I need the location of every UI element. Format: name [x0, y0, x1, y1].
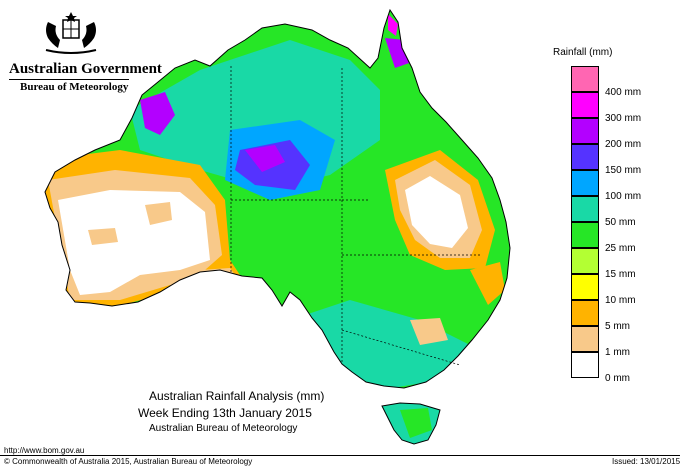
legend-swatch	[571, 352, 599, 378]
rain-band-300mm-cape-york	[388, 14, 398, 36]
legend-label: 200 mm	[605, 139, 642, 150]
legend-label: 150 mm	[605, 165, 642, 176]
legend-label: 5 mm	[605, 321, 630, 332]
legend-swatch	[571, 118, 599, 144]
mainland-coastline	[44, 8, 511, 389]
tasmania-coastline	[381, 402, 441, 445]
rain-patch-1mm-wa-west	[88, 228, 118, 245]
legend-label: 1 mm	[605, 347, 630, 358]
legend-title: Rainfall (mm)	[553, 47, 613, 58]
legend-swatch	[571, 170, 599, 196]
website-link[interactable]: http://www.bom.gov.au	[4, 446, 85, 455]
copyright-text: © Commonwealth of Australia 2015, Austra…	[4, 457, 253, 466]
legend-label: 300 mm	[605, 113, 642, 124]
issued-date: Issued: 13/01/2015	[612, 457, 680, 466]
legend-label: 0 mm	[605, 373, 630, 384]
header-divider	[9, 79, 129, 80]
rain-patch-1mm-victoria	[410, 318, 448, 345]
rain-band-0mm-queensland	[405, 176, 468, 248]
rain-band-200mm-central	[245, 145, 285, 172]
state-borders	[230, 66, 480, 366]
rain-patch-1mm-wa-interior	[145, 202, 172, 225]
map-title: Australian Rainfall Analysis (mm)	[149, 389, 325, 403]
legend-swatch	[571, 248, 599, 274]
agency-name: Bureau of Meteorology	[20, 81, 129, 93]
legend-swatch	[571, 144, 599, 170]
legend-label: 25 mm	[605, 243, 636, 254]
legend-swatch	[571, 222, 599, 248]
footer-divider	[0, 455, 680, 456]
legend-label: 100 mm	[605, 191, 642, 202]
rain-band-200mm-kimberley	[140, 92, 175, 135]
map-source: Australian Bureau of Meteorology	[149, 423, 298, 434]
map-period: Week Ending 13th January 2015	[138, 406, 312, 420]
coat-of-arms-logo	[45, 12, 97, 54]
legend-swatch	[571, 300, 599, 326]
legend-swatch	[571, 274, 599, 300]
legend-label: 50 mm	[605, 217, 636, 228]
legend-swatch	[571, 92, 599, 118]
legend-swatch	[571, 326, 599, 352]
nsw-vic-border	[341, 329, 461, 366]
legend-label: 400 mm	[605, 87, 642, 98]
legend-swatch	[571, 196, 599, 222]
legend-label: 10 mm	[605, 295, 636, 306]
government-title: Australian Government	[9, 61, 162, 77]
legend-label: 15 mm	[605, 269, 636, 280]
rain-band-25mm-tasmania	[400, 408, 432, 438]
rain-patch-5mm-east-coast	[470, 262, 505, 305]
legend-swatch	[571, 66, 599, 92]
rain-band-0mm-west	[58, 190, 210, 295]
